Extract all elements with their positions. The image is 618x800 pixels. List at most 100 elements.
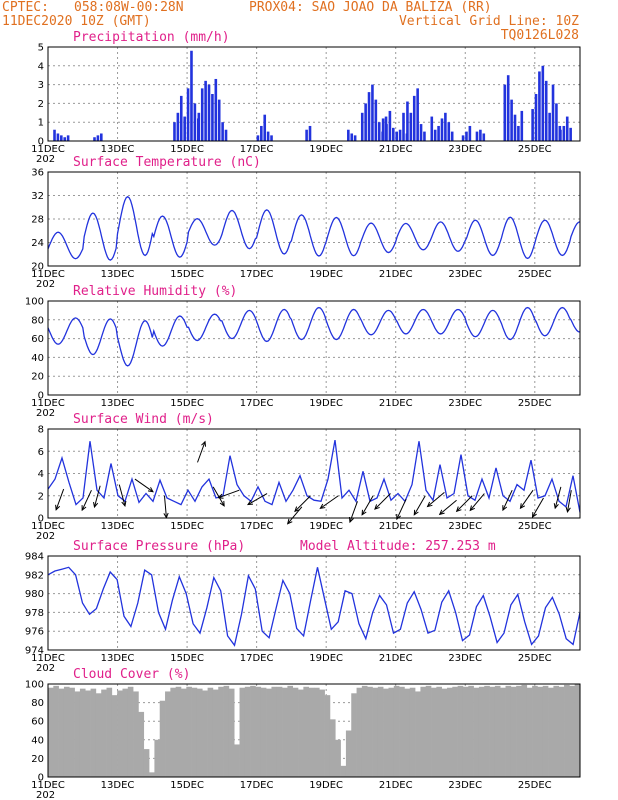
precip-bar: [256, 135, 260, 141]
x-tick-label: 17DEC: [240, 144, 274, 155]
cloud-bar: [74, 691, 81, 777]
cloud-bar: [521, 684, 528, 777]
wind-arrow-shaft: [212, 486, 225, 507]
precip-bar: [364, 103, 367, 141]
precip-bar: [381, 118, 385, 141]
precip-bar: [479, 129, 482, 141]
precip-bar: [510, 99, 513, 141]
wind-arrow: [413, 495, 426, 516]
wind-arrow-head: [519, 503, 526, 510]
wind-arrow-head: [565, 506, 571, 513]
x-tick-label: 19DEC: [309, 780, 343, 791]
wind-arrow-shaft: [287, 506, 303, 525]
wind-arrow-shaft: [532, 497, 544, 518]
wind-arrow-head: [55, 504, 61, 511]
precip-bar: [406, 101, 409, 141]
precip-bar: [392, 127, 395, 141]
cloud-bar: [553, 685, 560, 777]
x-tick-label: 19DEC: [309, 521, 343, 532]
wind-arrow-shaft: [469, 493, 485, 511]
panel-frame: [47, 171, 581, 267]
precip-bar: [60, 135, 63, 141]
wind-arrow-shaft: [294, 495, 311, 512]
x-tick-label: 13DEC: [101, 269, 135, 280]
x-tick-label: 17DEC: [240, 653, 274, 664]
x-tick-label: 15DEC: [170, 521, 204, 532]
wind-arrow: [455, 495, 473, 513]
precip-bar: [347, 129, 350, 141]
cloud-bar: [457, 685, 464, 777]
y-tick-label: 32: [31, 191, 44, 202]
wind-arrow: [502, 489, 513, 512]
wind-arrow-head: [531, 512, 537, 519]
cloud-bar: [95, 693, 102, 777]
wind-arrow-head: [348, 516, 354, 524]
precip-bar: [374, 99, 378, 141]
y-tick-label: 40: [31, 353, 44, 364]
precip-bar: [305, 129, 308, 141]
x-tick-label: 15DEC: [170, 780, 204, 791]
precip-bar: [513, 114, 517, 141]
cloud-bar: [244, 686, 251, 777]
cloud-bar: [90, 688, 97, 777]
cloud-bar: [266, 688, 272, 777]
wind-arrow-shaft: [439, 499, 457, 515]
y-tick-label: 1: [38, 118, 44, 129]
cloud-bar: [564, 684, 570, 777]
y-tick-label: 100: [25, 680, 44, 691]
precip-bar: [93, 137, 96, 141]
panel-frame: [47, 46, 581, 142]
x-tick-label: 19DEC: [309, 398, 343, 409]
wind-arrow-shaft: [118, 484, 126, 507]
y-tick-label: 980: [25, 589, 44, 600]
precip-bar: [402, 112, 405, 141]
cloud-bar: [351, 693, 357, 777]
cloud-bar: [431, 687, 437, 777]
wind-arrow-shaft: [93, 485, 101, 508]
wind-arrow-shaft: [427, 492, 445, 507]
cloud-bar: [303, 686, 309, 777]
wind-arrow-shaft: [361, 495, 374, 516]
wind-arrow: [55, 488, 65, 511]
y-tick-label: 80: [31, 315, 44, 326]
precip-bar: [224, 129, 228, 141]
x-tick-label-year: 202: [36, 154, 55, 165]
wind-arrow: [348, 501, 358, 524]
wind-arrow: [197, 440, 207, 463]
x-tick-label: 25DEC: [518, 780, 552, 791]
cloud-bar: [361, 685, 368, 777]
precip-bar: [204, 80, 207, 141]
x-tick-label: 11DEC: [31, 269, 65, 280]
header-coords: 058:08W-00:28N: [74, 0, 184, 15]
cloud-bar: [133, 691, 139, 777]
precip-bar: [263, 114, 267, 141]
x-tick-label: 25DEC: [518, 398, 552, 409]
wind-arrow: [553, 486, 562, 510]
precip-bar: [503, 84, 507, 141]
y-tick-label: 2: [38, 491, 44, 502]
cloud-bar: [489, 686, 496, 777]
wind-arrow-shaft: [396, 498, 407, 520]
cloud-bar: [409, 687, 416, 777]
y-tick-label: 2: [38, 99, 44, 110]
cloud-bar: [436, 686, 442, 777]
x-tick-label: 11DEC: [31, 653, 65, 664]
precip-bar: [468, 125, 472, 141]
cloud-bar: [510, 686, 517, 777]
cloud-bar: [228, 688, 235, 777]
x-tick-label: 25DEC: [518, 521, 552, 532]
precip-bar: [360, 112, 364, 141]
wind-arrow-head: [319, 503, 326, 510]
precip-bar: [555, 103, 558, 141]
precip-bar: [353, 135, 357, 141]
precip-bar: [520, 110, 524, 141]
wind-arrow: [519, 489, 534, 510]
x-tick-label-year: 202: [36, 790, 55, 800]
x-tick-label: 17DEC: [240, 521, 274, 532]
series-line: [47, 195, 580, 261]
panel-pressure: 11DEC 13DEC 15DEC 17DEC 19DEC 21DEC 23DEC 25DEC…: [25, 539, 581, 674]
cloud-bar: [143, 749, 150, 777]
precip-bar: [183, 116, 186, 141]
cloud-bar: [308, 687, 315, 777]
precip-bar: [173, 122, 176, 141]
